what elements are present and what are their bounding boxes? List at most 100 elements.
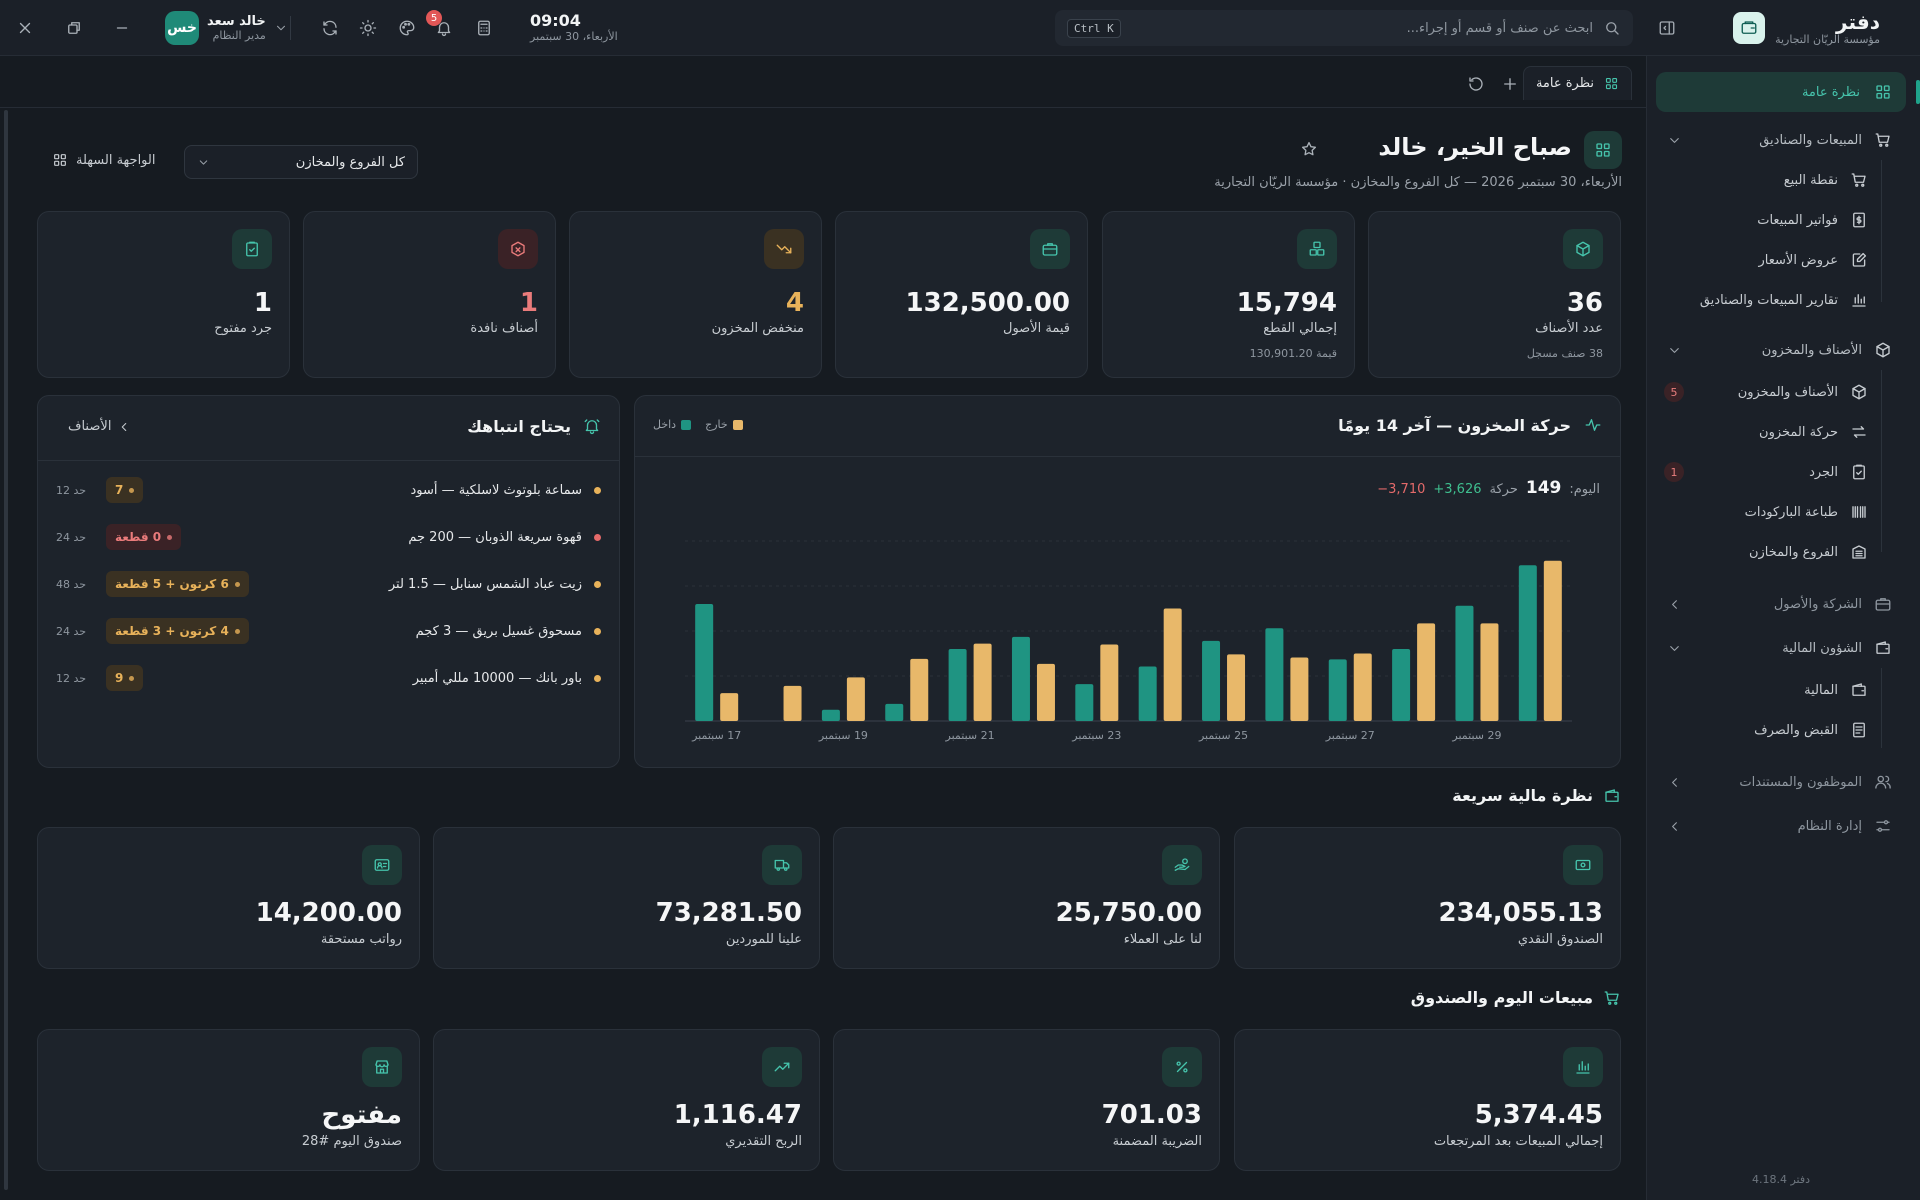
bar-out[interactable] — [783, 685, 802, 721]
easy-view-button[interactable]: الواجهة السهلة — [52, 152, 155, 168]
bar-out[interactable] — [973, 643, 992, 721]
kpi-card-out-of-stock[interactable]: 1 أصناف نافدة — [303, 211, 556, 378]
attention-item[interactable]: سماعة بلوتوث لاسلكية — أسود 7 حد 12 — [56, 475, 601, 505]
search-input[interactable]: ابحث عن صنف أو قسم أو إجراء... — [1406, 20, 1593, 36]
add-tab-icon[interactable] — [1500, 74, 1520, 94]
bar-in[interactable] — [1392, 649, 1411, 721]
bar-out[interactable] — [1417, 623, 1436, 721]
bar-out[interactable] — [1036, 663, 1055, 721]
scrollbar[interactable] — [4, 110, 8, 1190]
bar-in[interactable] — [1265, 628, 1284, 721]
sidebar-group-finance[interactable]: الشؤون المالية — [1656, 630, 1906, 666]
close-icon[interactable] — [13, 16, 37, 40]
bar-out[interactable] — [1227, 654, 1246, 721]
attention-item[interactable]: مسحوق غسيل بريق — 3 كجم 4 كرتون + 3 قطعة… — [56, 616, 601, 646]
bar-in[interactable] — [821, 709, 840, 721]
bar-out[interactable] — [910, 658, 929, 721]
bar-in[interactable] — [1138, 666, 1157, 721]
legend-swatch-out — [732, 419, 743, 430]
bar-out[interactable] — [1163, 608, 1182, 722]
sidebar-group-system[interactable]: إدارة النظام — [1656, 808, 1906, 844]
sidebar-item-receipts[interactable]: القبض والصرف — [1656, 712, 1906, 748]
kpi-card-assets[interactable]: 132,500.00 قيمة الأصول — [835, 211, 1088, 378]
finance-card-payables[interactable]: 73,281.50 علينا للموردين — [433, 827, 820, 969]
sidebar-item-overview[interactable]: نظرة عامة — [1656, 72, 1920, 112]
notifications-bell-icon[interactable]: 5 — [426, 10, 456, 40]
sidebar-group-sales[interactable]: المبيعات والصناديق — [1656, 122, 1906, 158]
attention-item[interactable]: قهوة سريعة الذوبان — 200 جم 0 قطعة حد 24 — [56, 522, 601, 552]
sidebar-item-finance[interactable]: المالية — [1656, 672, 1906, 708]
invoice-icon — [1850, 211, 1868, 229]
sidebar-item-sales-reports[interactable]: تقارير المبيعات والصناديق — [1656, 282, 1906, 318]
attention-item[interactable]: باور بانك — 10000 مللي أمبير 9 حد 12 — [56, 663, 601, 693]
reload-tab-icon[interactable] — [1466, 74, 1486, 94]
bar-in[interactable] — [1011, 636, 1030, 721]
sidebar-item-sales-invoices[interactable]: فواتير المبيعات — [1656, 202, 1906, 238]
kpi-card-low-stock[interactable]: 4 منخفض المخزون — [569, 211, 822, 378]
bar-out[interactable] — [1543, 560, 1562, 721]
sidebar-group-company[interactable]: الشركة والأصول — [1656, 586, 1906, 622]
kpi-card-pieces[interactable]: 15,794 إجمالي القطع قيمة 130,901.20 — [1102, 211, 1355, 378]
bar-in[interactable] — [1455, 605, 1474, 721]
today-word: حركة — [1489, 482, 1518, 497]
minimize-icon[interactable] — [110, 16, 134, 40]
collapse-sidebar-icon[interactable] — [1654, 15, 1680, 41]
qty-badge: 0 قطعة — [106, 524, 182, 550]
bar-in[interactable] — [1075, 684, 1094, 721]
branch-select[interactable]: كل الفروع والمخازن — [184, 145, 418, 179]
bar-out[interactable] — [846, 677, 865, 721]
star-favorite-icon[interactable] — [1300, 140, 1318, 158]
attention-item[interactable]: زيت عباد الشمس سنابل — 1.5 لتر 6 كرتون +… — [56, 569, 601, 599]
sales-card-profit[interactable]: 1,116.47 الربح التقديري — [433, 1029, 820, 1171]
sidebar-item-label: حركة المخزون — [1759, 424, 1838, 440]
restore-window-icon[interactable] — [62, 16, 86, 40]
bar-in[interactable] — [695, 604, 714, 721]
bar-out[interactable] — [1480, 623, 1499, 721]
finance-card-salaries[interactable]: 14,200.00 رواتب مستحقة — [37, 827, 420, 969]
sales-card-till[interactable]: مفتوح صندوق اليوم #28 — [37, 1029, 420, 1171]
palette-icon[interactable] — [395, 16, 419, 40]
tab-overview[interactable]: نظرة عامة — [1522, 66, 1632, 100]
theme-sun-icon[interactable] — [356, 16, 380, 40]
bar-in[interactable] — [1518, 565, 1537, 721]
kpi-card-items[interactable]: 36 عدد الأصناف 38 صنف مسجل — [1368, 211, 1621, 378]
sales-card-net-sales[interactable]: 5,374.45 إجمالي المبيعات بعد المرتجعات — [1234, 1029, 1621, 1171]
sidebar-item-label: تقارير المبيعات والصناديق — [1699, 292, 1838, 308]
items-link[interactable]: الأصناف — [68, 419, 131, 434]
finance-card-cash[interactable]: 234,055.13 الصندوق النقدي — [1234, 827, 1621, 969]
sidebar-item-stock-movement[interactable]: حركة المخزون — [1656, 414, 1906, 450]
sales-card-tax[interactable]: 701.03 الضريبة المضمنة — [833, 1029, 1220, 1171]
sidebar-item-branches[interactable]: الفروع والمخازن — [1656, 534, 1906, 570]
sidebar: نظرة عامة المبيعات والصناديق نقطة البيع … — [1646, 56, 1920, 1200]
search-bar[interactable]: ابحث عن صنف أو قسم أو إجراء... Ctrl K — [1055, 10, 1633, 46]
bar-out[interactable] — [1100, 644, 1119, 722]
sales-value: مفتوح — [321, 1100, 402, 1130]
bar-out[interactable] — [720, 693, 739, 721]
cash-icon — [1563, 845, 1603, 885]
item-name: باور بانك — 10000 مللي أمبير — [412, 670, 582, 686]
clipboard-check-icon — [232, 229, 272, 269]
kpi-card-open-stocktake[interactable]: 1 جرد مفتوح — [37, 211, 290, 378]
sidebar-item-stocktake[interactable]: الجرد 1 — [1656, 454, 1906, 490]
user-menu[interactable]: خالد سعد مدير النظام خس — [165, 11, 288, 45]
clipboard-icon — [1850, 463, 1868, 481]
finance-value: 25,750.00 — [1055, 898, 1202, 928]
bar-in[interactable] — [885, 703, 904, 721]
calculator-icon[interactable] — [472, 16, 496, 40]
sidebar-group-employees[interactable]: الموظفون والمستندات — [1656, 764, 1906, 800]
finance-value: 73,281.50 — [655, 898, 802, 928]
sidebar-group-inventory[interactable]: الأصناف والمخزون — [1656, 332, 1906, 368]
sidebar-item-quotes[interactable]: عروض الأسعار — [1656, 242, 1906, 278]
bar-out[interactable] — [1290, 657, 1309, 721]
bar-in[interactable] — [1202, 640, 1221, 721]
bar-in[interactable] — [948, 649, 967, 721]
finance-card-receivables[interactable]: 25,750.00 لنا على العملاء — [833, 827, 1220, 969]
sidebar-item-pos[interactable]: نقطة البيع — [1656, 162, 1906, 198]
logo-icon — [1733, 12, 1766, 44]
bar-out[interactable] — [1353, 653, 1372, 722]
sidebar-item-items[interactable]: الأصناف والمخزون 5 — [1656, 374, 1906, 410]
refresh-icon[interactable] — [318, 16, 342, 40]
bar-in[interactable] — [1328, 659, 1347, 721]
sidebar-item-barcodes[interactable]: طباعة الباركودات — [1656, 494, 1906, 530]
sidebar-item-label: عروض الأسعار — [1758, 252, 1839, 268]
